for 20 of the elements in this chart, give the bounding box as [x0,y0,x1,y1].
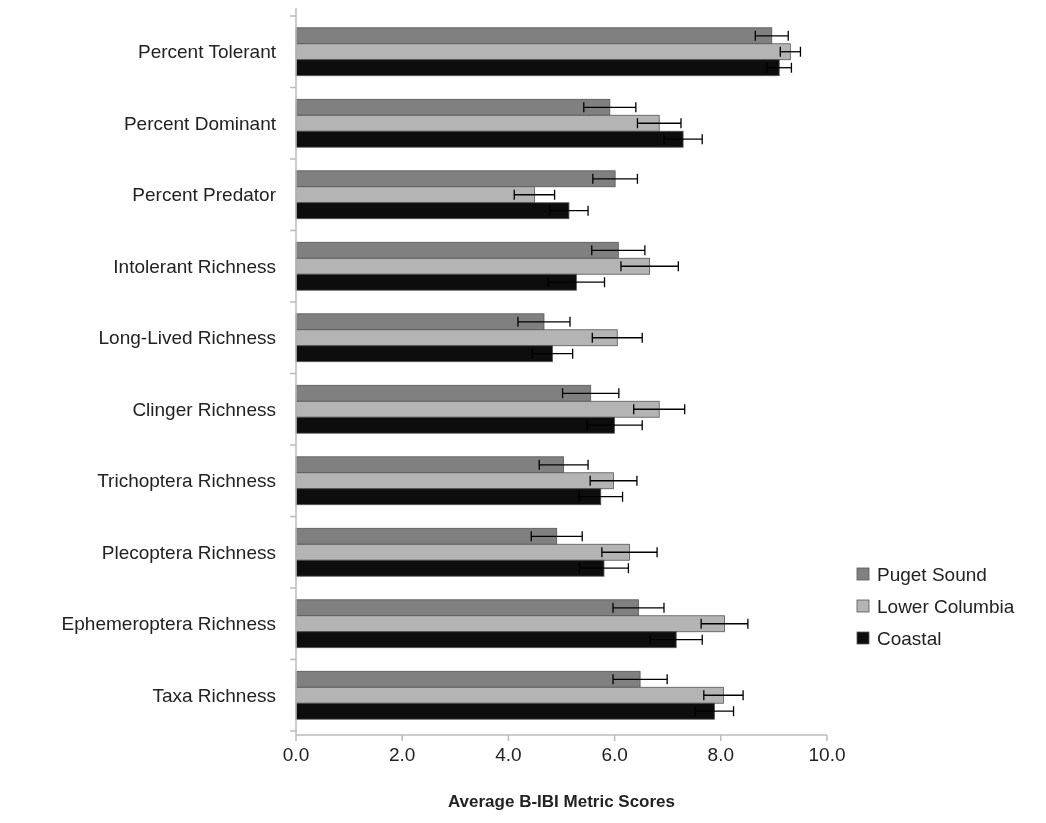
y-tick-label: Percent Predator [132,184,277,206]
y-tick-label: Clinger Richness [132,398,276,420]
legend-label: Lower Columbia [877,595,1015,617]
legend-label: Puget Sound [877,563,987,585]
y-tick-label: Ephemeroptera Richness [61,613,276,635]
x-tick-label: 4.0 [495,744,522,765]
y-tick-label: Percent Dominant [123,112,277,134]
y-tick-label: Trichoptera Richness [97,470,276,492]
y-tick-label: Intolerant Richness [113,255,276,277]
y-tick-label: Percent Tolerant [137,41,277,63]
x-tick-label: 6.0 [601,744,628,765]
x-axis-title: Average B-IBI Metric Scores [447,792,676,811]
y-tick-label: Taxa Richness [152,684,276,706]
y-tick-label: Long-Lived Richness [98,327,276,349]
x-tick-label: 2.0 [388,744,416,765]
x-tick-label: 10.0 [808,744,846,765]
y-tick-label: Plecoptera Richness [101,541,276,563]
x-tick-label: 8.0 [707,744,735,765]
x-tick-label: 0.0 [282,744,310,765]
legend-label: Coastal [877,627,942,649]
